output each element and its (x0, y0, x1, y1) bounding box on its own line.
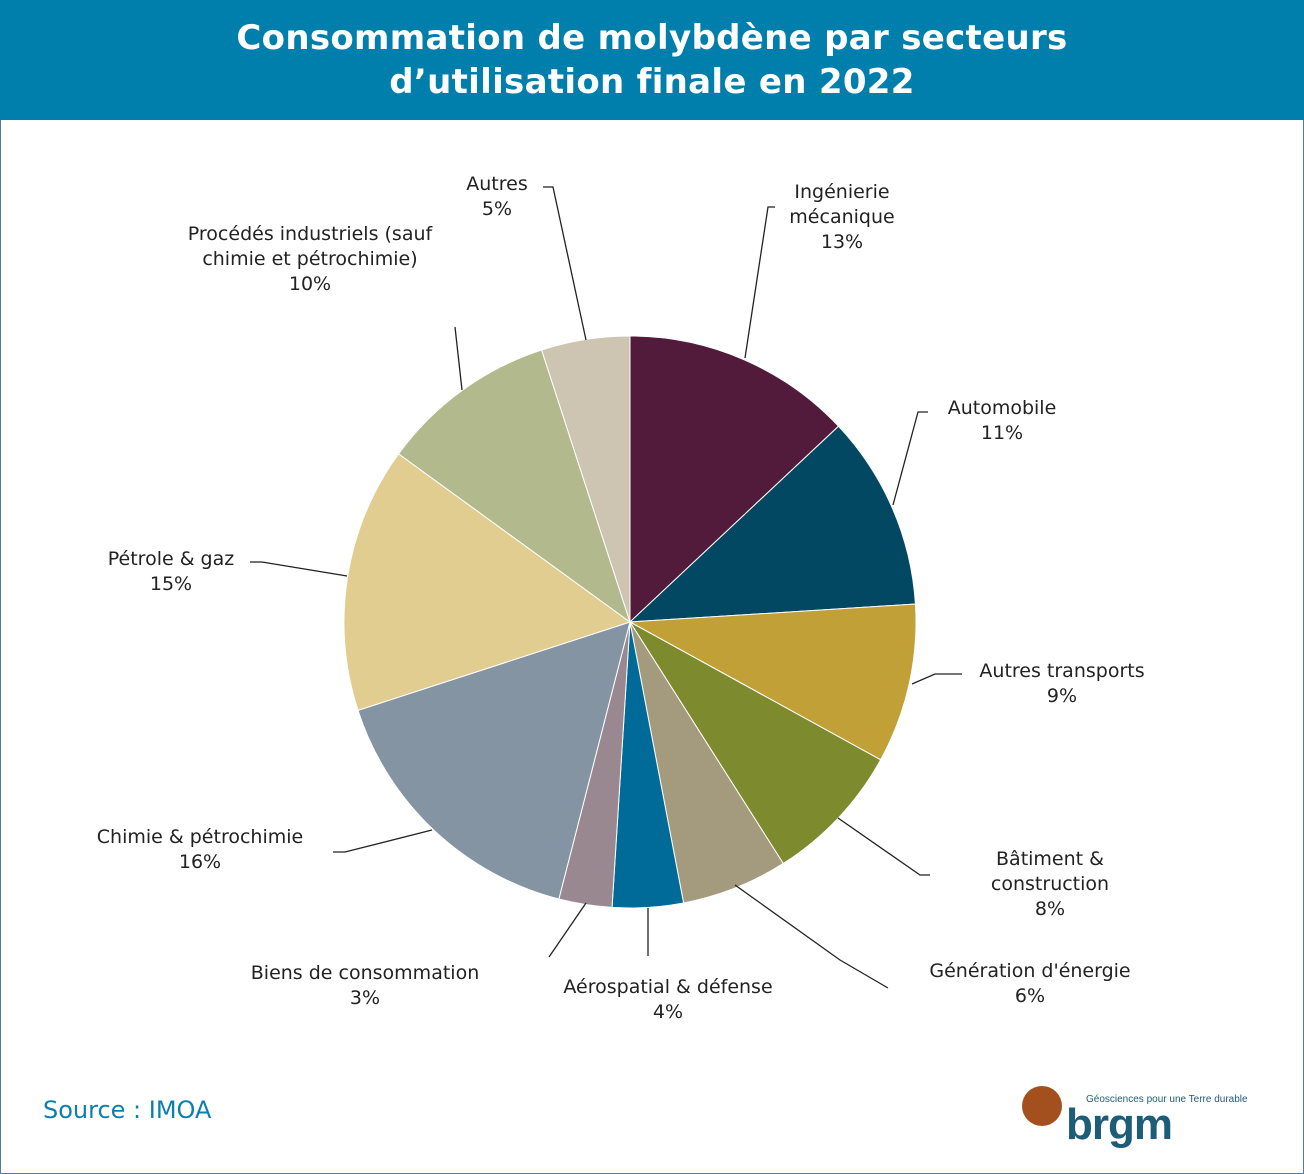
leader-line (911, 673, 962, 685)
slice-label-value: 10% (288, 273, 332, 295)
slice-label: Autres transports 9% (979, 659, 1144, 709)
slice-label-value: 9% (1046, 685, 1078, 707)
slice-label-name: Procédés industriels (sauf chimie et pétr… (187, 223, 433, 270)
source-note: Source : IMOA (43, 1096, 212, 1124)
leader-line (548, 902, 587, 958)
slice-label: Pétrole & gaz 15% (108, 547, 234, 597)
leader-line (250, 561, 348, 577)
pie-slice (343, 453, 632, 712)
slice-label-value: 6% (1014, 985, 1046, 1007)
slice-label: Aérospatial & défense 4% (563, 975, 772, 1025)
pie-slice (628, 425, 916, 623)
slice-label-name: Autres (466, 173, 528, 195)
slice-label: Autres 5% (466, 172, 527, 222)
pie-slice (397, 349, 631, 624)
leader-line (734, 884, 889, 989)
slice-label-value: 5% (481, 198, 513, 220)
slice-label-value: 11% (980, 422, 1024, 444)
leader-line (892, 411, 928, 506)
slice-label-name: Pétrole & gaz (107, 548, 235, 570)
slice-label-name: Chimie & pétrochimie (96, 826, 304, 848)
pie-slice (357, 621, 631, 900)
slice-label-value: 8% (1034, 898, 1066, 920)
leader-line (333, 829, 433, 853)
slice-label: Ingénierie mécanique 13% (789, 180, 894, 255)
slice-label-name: Automobile (947, 397, 1057, 419)
header-banner: Consommation de molybdène par secteurs d… (0, 0, 1304, 120)
leader-line (837, 817, 930, 876)
slice-label: Procédés industriels (sauf chimie et pétr… (188, 222, 432, 297)
slice-label: Génération d'énergie 6% (929, 959, 1130, 1009)
logo-tagline: Géosciences pour une Terre durable (1086, 1094, 1248, 1105)
slice-label: Chimie & pétrochimie 16% (97, 825, 303, 875)
slice-label-name: Autres transports (979, 660, 1145, 682)
slice-label-value: 15% (149, 573, 193, 595)
chart-title: Consommation de molybdène par secteurs d… (236, 18, 1068, 102)
slice-label-value: 4% (652, 1001, 684, 1023)
slice-label-name: Bâtiment & construction (990, 848, 1110, 895)
pie-slice (629, 335, 840, 624)
brgm-logo: Géosciences pour une Terre durable brgm (1020, 1082, 1250, 1162)
slice-label: Bâtiment & construction 8% (991, 847, 1109, 922)
pie-slice (628, 603, 917, 761)
slice-label: Biens de consommation 3% (251, 961, 479, 1011)
leader-line (454, 326, 463, 391)
slice-label: Automobile 11% (948, 396, 1057, 446)
logo-wordmark: brgm (1066, 1100, 1173, 1149)
logo-mark-icon (1022, 1086, 1062, 1126)
slice-label-name: Ingénierie mécanique (789, 181, 895, 228)
slice-label-name: Aérospatial & défense (563, 976, 773, 998)
slice-label-name: Génération d'énergie (929, 960, 1131, 982)
slice-label-value: 16% (178, 851, 222, 873)
slice-label-value: 3% (349, 987, 381, 1009)
leader-line (744, 206, 775, 359)
leader-line (543, 186, 587, 341)
slice-label-value: 13% (820, 231, 864, 253)
slice-label-name: Biens de consommation (250, 962, 480, 984)
